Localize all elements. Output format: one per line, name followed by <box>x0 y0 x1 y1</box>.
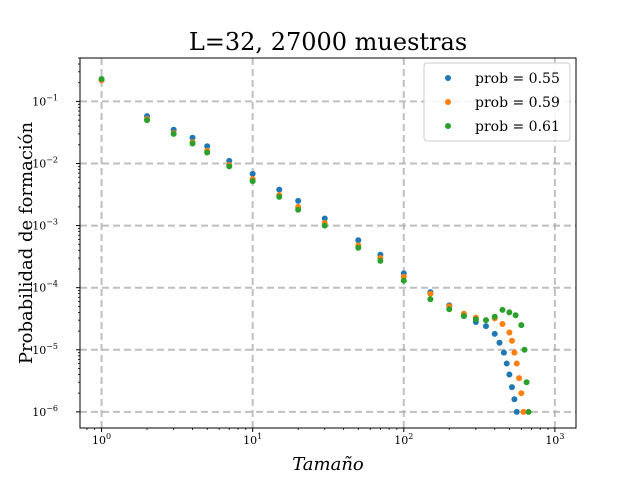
plot-frame <box>79 57 577 429</box>
data-point <box>295 206 302 213</box>
legend-label: prob = 0.55 <box>475 71 560 87</box>
chart-title: L=32, 27000 muestras <box>189 28 467 56</box>
data-point <box>503 360 510 367</box>
data-point <box>491 330 498 337</box>
x-axis-label: Tamaño <box>292 454 364 475</box>
legend-marker <box>445 123 451 129</box>
data-point <box>508 384 515 391</box>
legend-label: prob = 0.61 <box>475 119 560 135</box>
legend-label: prob = 0.59 <box>475 95 560 111</box>
legend: prob = 0.55 prob = 0.59 prob = 0.61 <box>423 62 571 142</box>
data-point <box>276 193 283 200</box>
data-point <box>204 143 211 150</box>
series-3 <box>98 75 532 415</box>
y-tick-label: 10−5 <box>32 342 58 357</box>
data-point <box>516 375 523 382</box>
y-tick-label: 10−1 <box>32 93 58 108</box>
y-tick-label: 10−6 <box>32 404 58 419</box>
data-point <box>355 237 362 244</box>
x-tick-label: 100 <box>92 432 111 447</box>
data-point <box>377 257 384 264</box>
legend-box <box>423 62 571 142</box>
data-point <box>521 346 528 353</box>
data-point <box>499 321 506 328</box>
data-point <box>189 134 196 141</box>
legend-marker <box>445 75 451 81</box>
data-point <box>321 215 328 222</box>
data-point <box>249 170 256 177</box>
data-point <box>249 178 256 185</box>
data-point <box>500 349 507 356</box>
data-point <box>482 323 489 330</box>
legend-marker <box>445 99 451 105</box>
data-point <box>496 339 503 346</box>
data-point <box>427 290 434 297</box>
data-point <box>523 379 530 386</box>
data-point <box>508 337 515 344</box>
y-tick-label: 10−4 <box>32 280 58 295</box>
data-points <box>98 75 532 415</box>
data-point <box>189 140 196 147</box>
data-point <box>520 408 527 415</box>
data-point <box>427 296 434 303</box>
data-point <box>295 197 302 204</box>
axis-ticks: 100 101 102 103 10−6 10−5 10−4 10−3 10−2 10−1 <box>32 57 564 447</box>
data-point <box>321 222 328 229</box>
data-point <box>506 329 513 336</box>
data-point <box>525 408 532 415</box>
data-point <box>512 312 519 319</box>
data-point <box>98 75 105 82</box>
data-point <box>144 117 151 124</box>
data-point <box>506 309 513 316</box>
data-point <box>400 277 407 284</box>
data-point <box>506 371 513 378</box>
y-tick-label: 10−3 <box>32 218 58 233</box>
data-point <box>511 349 518 356</box>
data-point <box>170 130 177 137</box>
data-point <box>513 408 520 415</box>
x-tick-label: 102 <box>394 432 413 447</box>
x-tick-label: 101 <box>243 432 262 447</box>
data-point <box>355 244 362 251</box>
data-point <box>482 317 489 324</box>
x-tick-label: 103 <box>545 432 564 447</box>
data-point <box>518 322 525 329</box>
data-point <box>491 313 498 320</box>
y-tick-label: 10−2 <box>32 155 58 170</box>
data-point <box>472 316 479 323</box>
data-point <box>518 390 525 397</box>
y-axis-label: Probabilidad de formación <box>16 122 37 365</box>
data-point <box>446 306 453 313</box>
data-point <box>276 186 283 193</box>
data-point <box>226 163 233 170</box>
data-point <box>513 360 520 367</box>
data-point <box>511 396 518 403</box>
data-point <box>499 306 506 313</box>
data-point <box>204 149 211 156</box>
data-point <box>460 313 467 319</box>
